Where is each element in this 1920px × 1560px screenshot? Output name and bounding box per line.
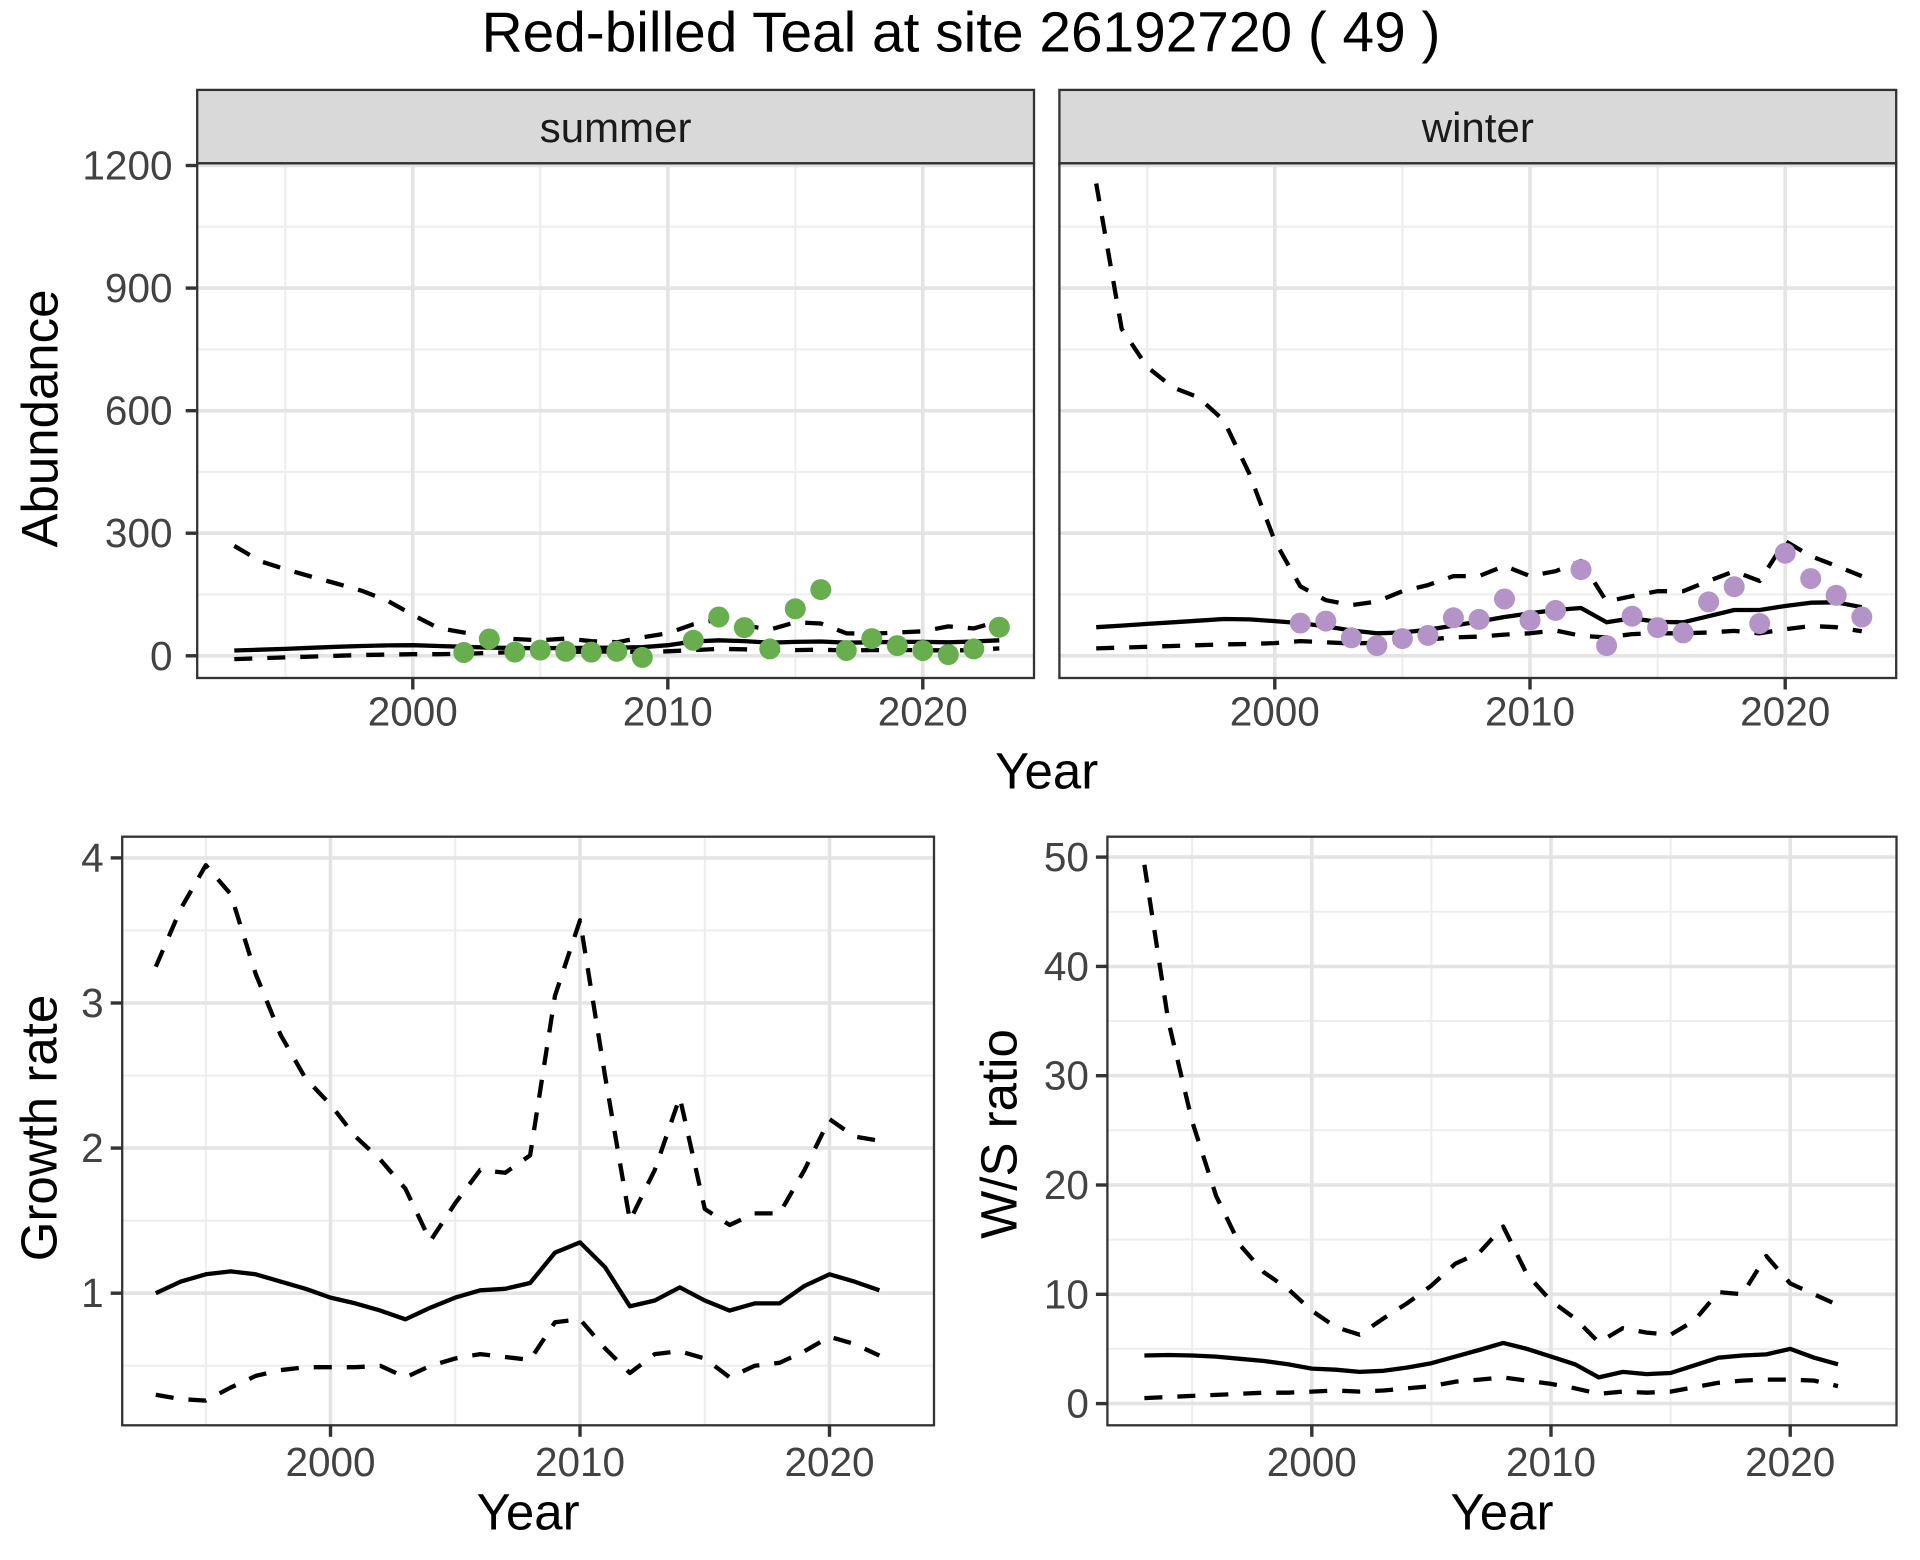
svg-text:2000: 2000 [368, 689, 458, 735]
svg-text:900: 900 [105, 265, 173, 311]
svg-text:2020: 2020 [784, 1439, 874, 1485]
svg-text:Abundance: Abundance [12, 289, 69, 547]
svg-text:2000: 2000 [1267, 1439, 1357, 1485]
svg-text:1200: 1200 [82, 143, 172, 189]
svg-text:1: 1 [81, 1270, 104, 1316]
svg-text:3: 3 [81, 980, 104, 1026]
svg-text:Year: Year [995, 743, 1098, 800]
svg-text:4: 4 [81, 835, 104, 881]
svg-text:winter: winter [1421, 104, 1534, 151]
svg-text:50: 50 [1044, 834, 1089, 880]
svg-text:2020: 2020 [1740, 689, 1830, 735]
svg-text:2010: 2010 [623, 689, 713, 735]
svg-text:2010: 2010 [1485, 689, 1575, 735]
svg-text:Year: Year [1450, 1484, 1553, 1541]
svg-text:2020: 2020 [878, 689, 968, 735]
svg-text:300: 300 [105, 510, 173, 556]
svg-text:2010: 2010 [1506, 1439, 1596, 1485]
svg-text:20: 20 [1044, 1162, 1089, 1208]
svg-text:40: 40 [1044, 943, 1089, 989]
svg-text:2020: 2020 [1745, 1439, 1835, 1485]
svg-text:2: 2 [81, 1125, 104, 1171]
svg-text:30: 30 [1044, 1053, 1089, 1099]
svg-text:0: 0 [1066, 1381, 1089, 1427]
svg-text:W/S ratio: W/S ratio [971, 1029, 1028, 1239]
svg-text:summer: summer [540, 104, 692, 151]
svg-text:Red-billed Teal at site 261927: Red-billed Teal at site 26192720 ( 49 ) [482, 2, 1441, 65]
svg-text:Year: Year [477, 1484, 580, 1541]
svg-text:10: 10 [1044, 1271, 1089, 1317]
svg-text:0: 0 [150, 633, 173, 679]
svg-text:Growth rate: Growth rate [11, 995, 68, 1261]
svg-text:2000: 2000 [1230, 689, 1320, 735]
svg-text:600: 600 [105, 388, 173, 434]
svg-text:2000: 2000 [285, 1439, 375, 1485]
svg-text:2010: 2010 [535, 1439, 625, 1485]
